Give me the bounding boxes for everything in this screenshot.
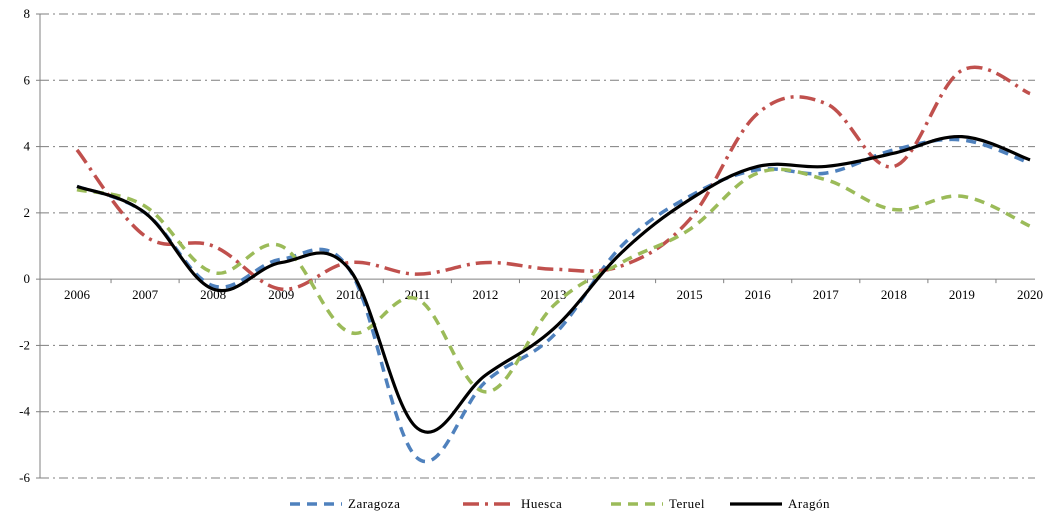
y-tick-labels: 8 6 4 2 0 -2 -4 -6 (19, 6, 30, 485)
x-tick-labels: 2006 2007 2008 2009 2010 2011 2012 2013 2014 2015… (64, 287, 1043, 302)
y-tick-label: 6 (24, 72, 31, 87)
y-tick-label: -4 (19, 404, 30, 419)
series-lines (75, 65, 1031, 464)
legend: Zaragoza Huesca Teruel Aragón (290, 496, 830, 511)
x-tick-label: 2010 (336, 287, 362, 302)
x-tick-label: 2011 (405, 287, 431, 302)
y-tick-label: 4 (24, 139, 31, 154)
x-tick-label: 2012 (472, 287, 498, 302)
legend-label: Aragón (788, 496, 830, 511)
y-tick-label: 0 (24, 271, 31, 286)
y-tick-label: 2 (24, 205, 31, 220)
x-tick-label: 2013 (541, 287, 567, 302)
y-tick-label: -2 (19, 337, 30, 352)
x-tick-label: 2020 (1017, 287, 1043, 302)
x-tick-label: 2019 (949, 287, 975, 302)
x-tick-label: 2016 (745, 287, 772, 302)
legend-label: Teruel (669, 496, 705, 511)
series-line-arag-n (76, 135, 1031, 434)
x-tick-label: 2007 (132, 287, 159, 302)
x-tick-label: 2017 (813, 287, 840, 302)
x-tick-label: 2018 (881, 287, 907, 302)
x-tick-label: 2014 (609, 287, 636, 302)
series-line-huesca (75, 65, 1031, 291)
series-line-zaragoza (76, 137, 1031, 464)
legend-label: Zaragoza (348, 496, 400, 511)
legend-label: Huesca (521, 496, 562, 511)
y-tick-label: -6 (19, 470, 30, 485)
series-line-teruel (76, 167, 1031, 394)
x-tick-label: 2015 (677, 287, 703, 302)
y-tick-label: 8 (24, 6, 31, 21)
axes (36, 13, 1035, 479)
grid-lines (40, 13, 1035, 479)
x-tick-label: 2006 (64, 287, 91, 302)
x-tick-label: 2009 (268, 287, 294, 302)
